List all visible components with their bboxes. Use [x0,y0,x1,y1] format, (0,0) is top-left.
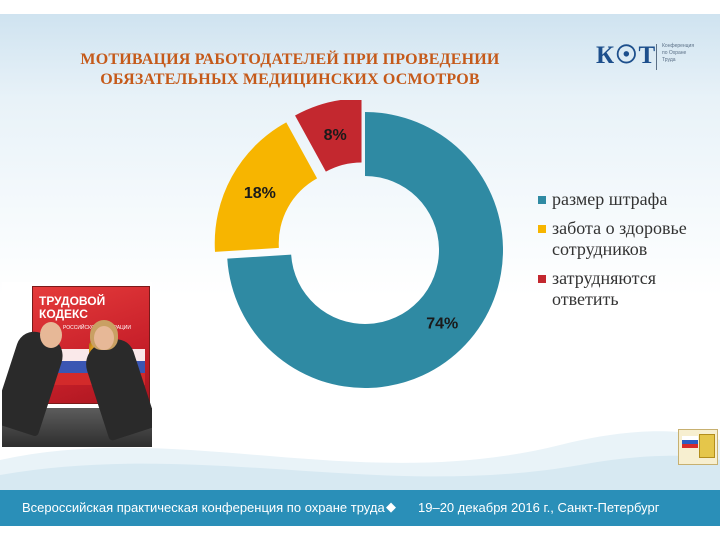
footer-diamond-icon: ◆ [386,499,396,514]
logo-subtitle: Конференция по Охране Труда [662,43,708,64]
legend-item-health: забота о здоровье сотрудников [538,218,708,260]
legend-label-fine: размер штрафа [552,189,668,209]
logo-divider [656,44,657,70]
mini-card-icon [699,434,715,458]
background-wave [0,431,720,490]
donut-chart: 74% 18% 8% [214,100,503,388]
kot-logo: К☉Т Конференция по Охране Труда [590,36,710,76]
slice-fine [227,112,503,388]
logo-sub-line-1: Конференция [662,43,695,49]
slice-unsure [295,100,362,172]
legend-item-unsure: затрудняются ответить [538,268,708,310]
mini-flag-icon [682,436,698,448]
logo-text: К☉Т [596,42,657,69]
legend-swatch-health [538,225,546,233]
footer-conference-name: Всероссийская практическая конференция п… [22,500,385,515]
book-title-line-2: КОДЕКС [39,307,88,321]
logo-sub-line-2: по Охране [662,50,687,56]
woman-face [94,326,114,350]
footer-date-place: 19–20 декабря 2016 г., Санкт-Петербург [418,500,660,515]
man-face [40,322,62,348]
label-fine: 74% [426,316,458,333]
logo-sub-line-3: Труда [662,57,676,63]
legend-label-health: забота о здоровье сотрудников [552,218,687,259]
chart-legend: размер штрафа забота о здоровье сотрудни… [538,189,708,318]
book-title-line-1: ТРУДОВОЙ [39,294,106,308]
label-unsure: 8% [324,127,347,144]
footer-bar: Всероссийская практическая конференция п… [0,490,720,526]
slide-title-line-1: МОТИВАЦИЯ РАБОТОДАТЕЛЕЙ ПРИ ПРОВЕДЕНИИ [80,51,500,68]
label-health: 18% [244,185,276,202]
legend-swatch-fine [538,196,546,204]
legend-item-fine: размер штрафа [538,189,708,210]
legend-swatch-unsure [538,275,546,283]
slide-title-line-2: ОБЯЗАТЕЛЬНЫХ МЕДИЦИНСКИХ ОСМОТРОВ [100,71,480,88]
legend-label-unsure: затрудняются ответить [552,268,656,309]
bottom-strip [0,526,720,540]
book-title: ТРУДОВОЙ КОДЕКС [39,295,105,321]
conference-badge-icon [678,429,718,465]
labor-code-photo: ТРУДОВОЙ КОДЕКС РОССИЙСКОЙ ФЕДЕРАЦИИ [2,282,152,447]
slide-title: МОТИВАЦИЯ РАБОТОДАТЕЛЕЙ ПРИ ПРОВЕДЕНИИ О… [40,50,540,90]
slice-health [214,122,318,252]
